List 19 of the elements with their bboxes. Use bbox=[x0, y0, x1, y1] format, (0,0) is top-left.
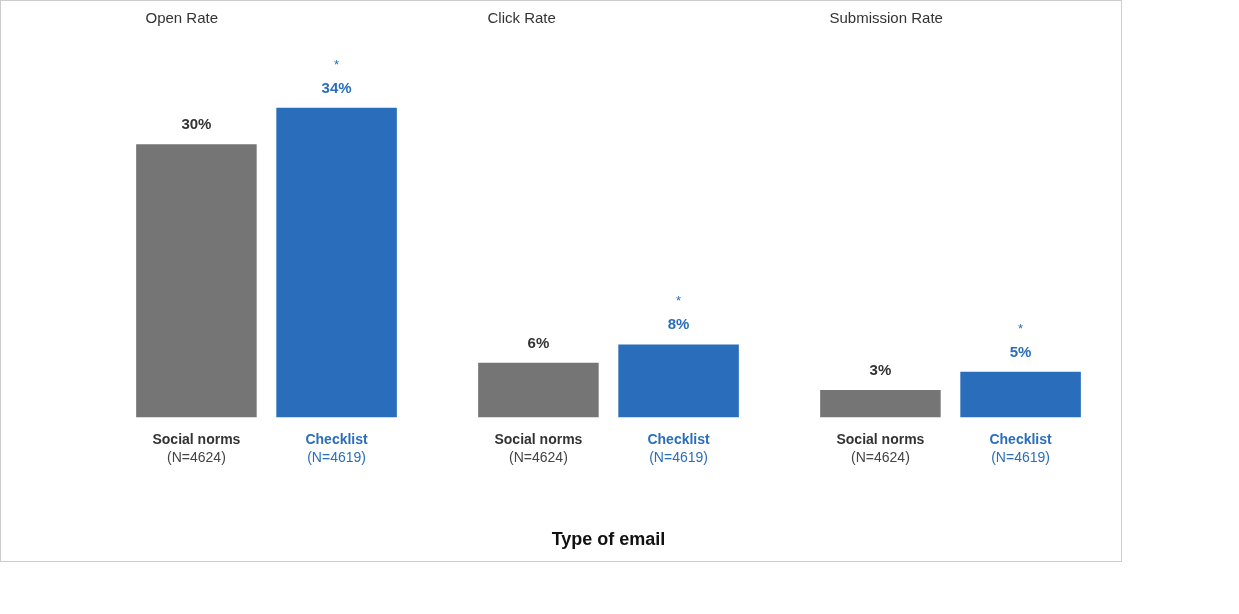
chart-title: Click Rate bbox=[487, 8, 556, 26]
data-label: 3% bbox=[869, 360, 892, 378]
text: * bbox=[1018, 320, 1024, 336]
x-tick-label: Social norms (N=4624) bbox=[152, 431, 241, 466]
x-tick-label: Social norms (N=4624) bbox=[494, 431, 583, 466]
x-tick-label: Checklist (N=4619) bbox=[305, 431, 369, 466]
data-label: 30% bbox=[181, 115, 212, 133]
x-tick-label: Checklist (N=4619) bbox=[647, 431, 711, 466]
data-label: 5% bbox=[1009, 342, 1032, 360]
chart-title: Open Rate bbox=[145, 8, 219, 26]
text: * bbox=[676, 293, 682, 309]
x-axis-title: Type of email bbox=[551, 528, 666, 549]
data-label: 34% bbox=[321, 78, 352, 96]
data-label: 8% bbox=[667, 315, 690, 333]
text: * bbox=[334, 56, 340, 72]
data-label: 6% bbox=[527, 333, 550, 351]
x-tick-label: Social norms (N=4624) bbox=[836, 431, 925, 466]
chart-title: Submission Rate bbox=[829, 8, 943, 26]
x-tick-label: Checklist (N=4619) bbox=[989, 431, 1053, 466]
